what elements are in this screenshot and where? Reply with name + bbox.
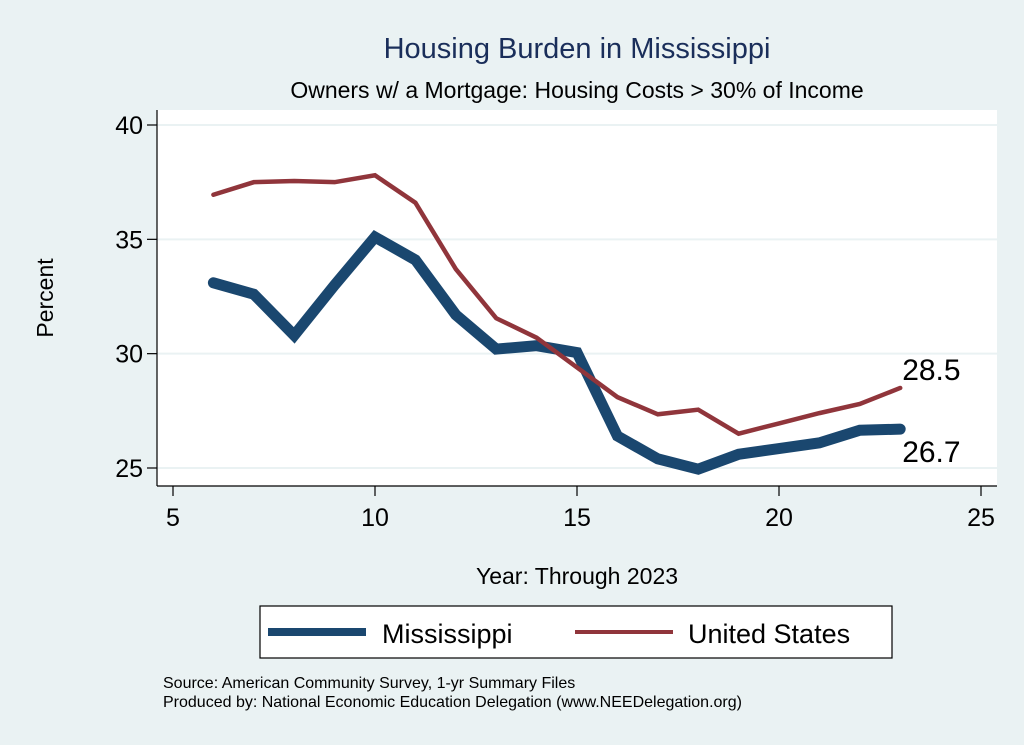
source-note: Source: American Community Survey, 1-yr … bbox=[163, 675, 575, 692]
legend-label-mississippi: Mississippi bbox=[382, 619, 513, 649]
end-label-mississippi: 26.7 bbox=[902, 436, 960, 469]
legend: Mississippi United States bbox=[259, 605, 893, 659]
chart-title: Housing Burden in Mississippi bbox=[384, 33, 771, 65]
gridlines bbox=[157, 124, 997, 469]
y-tick-label: 40 bbox=[115, 112, 143, 140]
producer-note: Produced by: National Economic Education… bbox=[163, 694, 742, 711]
x-tick-label: 20 bbox=[765, 504, 793, 532]
series-line-united-states bbox=[211, 172, 903, 437]
y-tick-label: 30 bbox=[115, 341, 143, 369]
chart-subtitle: Owners w/ a Mortgage: Housing Costs > 30… bbox=[290, 77, 863, 103]
legend-label-united-states: United States bbox=[688, 619, 850, 649]
end-label-united-states: 28.5 bbox=[902, 354, 960, 387]
end-labels: 26.7 28.5 bbox=[902, 354, 960, 469]
x-tick-label: 25 bbox=[967, 504, 995, 532]
axes: 25 30 35 40 5 10 15 20 25 bbox=[115, 110, 997, 532]
series-line-mississippi bbox=[207, 230, 906, 475]
x-axis-title: Year: Through 2023 bbox=[476, 563, 678, 589]
x-tick-label: 5 bbox=[166, 504, 180, 532]
y-tick-label: 25 bbox=[115, 455, 143, 483]
plot-area bbox=[157, 110, 997, 486]
series-lines bbox=[207, 172, 906, 475]
y-tick-label: 35 bbox=[115, 226, 143, 254]
x-tick-label: 10 bbox=[361, 504, 389, 532]
y-axis-title: Percent bbox=[32, 258, 58, 338]
x-tick-label: 15 bbox=[563, 504, 591, 532]
